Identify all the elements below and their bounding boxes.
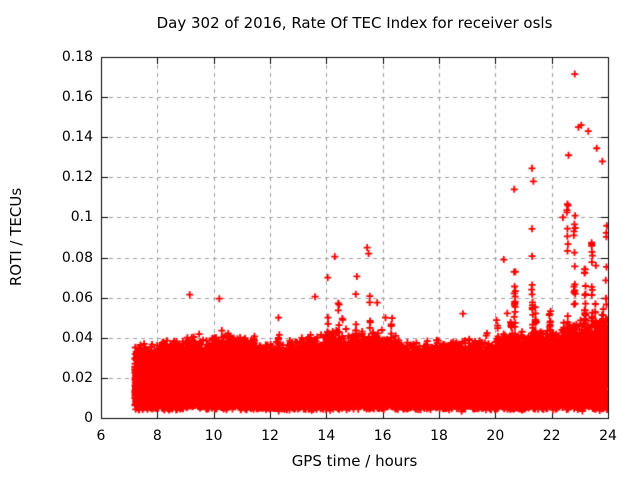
x-tick-label: 14 [317, 428, 336, 444]
y-tick-label: 0.02 [61, 369, 93, 386]
y-tick-label: 0.14 [61, 129, 93, 146]
y-axis-title: ROTI / TECUs [7, 187, 25, 287]
x-tick-label: 18 [430, 428, 448, 444]
x-tick-label: 12 [261, 428, 279, 444]
y-tick-label: 0.12 [61, 169, 93, 186]
y-tick-label: 0.16 [61, 89, 93, 106]
chart-title: Day 302 of 2016, Rate Of TEC Index for r… [156, 14, 553, 32]
x-tick-label: 6 [96, 428, 106, 444]
x-axis-title: GPS time / hours [291, 452, 418, 470]
y-tick-label: 0.04 [61, 329, 93, 346]
x-tick-label: 20 [486, 428, 505, 444]
x-tick-label: 16 [373, 428, 392, 444]
y-tick-label: 0.1 [70, 209, 93, 226]
x-tick-label: 24 [599, 428, 617, 444]
y-tick-label: 0.08 [61, 249, 93, 266]
y-tick-label: 0 [84, 410, 93, 426]
y-tick-label: 0.06 [61, 289, 93, 306]
x-tick-label: 8 [152, 428, 162, 444]
x-tick-label: 22 [542, 428, 561, 444]
x-tick-label: 10 [204, 428, 223, 444]
y-tick-label: 0.18 [61, 49, 93, 65]
